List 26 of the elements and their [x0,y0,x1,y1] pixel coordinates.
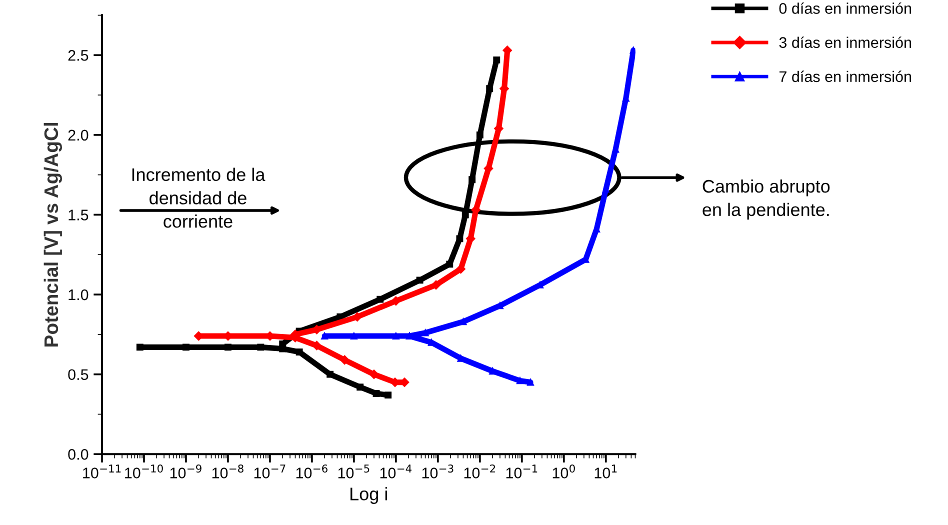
annotation: Incremento de la densidad de corriente [132,168,266,228]
x-tick-label: 10$^{−11}$ [83,464,121,478]
x-tick-label: 10$^{−4}$ [380,464,412,478]
legend-label: 7 días en inmersión [779,70,912,82]
x-tick-label: 10$^{1}$ [594,464,617,478]
x-tick-label: 10$^{−1}$ [506,464,538,478]
y-tick-label: 2.5 [68,50,88,61]
x-tick-label: 10$^{−7}$ [254,464,286,478]
x-tick-label: 10$^{−6}$ [296,464,328,478]
x-axis-title: Log i [350,487,387,504]
legend-label: 0 días en inmersión [779,2,912,14]
y-tick-label: 0.0 [68,448,88,460]
y-tick-label: 1.0 [68,289,88,300]
text: Cambio abrupto en la pendiente. [702,179,830,220]
y-tick-label: 2.0 [68,130,88,141]
y-axis-title: Potencial [V] vs Ag/AgCl [44,122,62,346]
x-tick-label: 10$^{−8}$ [212,464,244,478]
y-tick-label: 0.5 [68,369,88,380]
x-tick-label: 10$^{−2}$ [464,464,496,478]
x-tick-label: 10$^{−3}$ [422,464,454,478]
legend-label: 3 días en inmersión [779,36,912,48]
x-tick-label: 10$^{−5}$ [338,464,370,478]
y-tick-label: 1.5 [68,210,88,220]
x-tick-label: 10$^{0}$ [552,464,575,478]
x-tick-label: 10$^{−9}$ [170,464,202,478]
x-tick-label: 10$^{−10}$ [125,464,163,478]
